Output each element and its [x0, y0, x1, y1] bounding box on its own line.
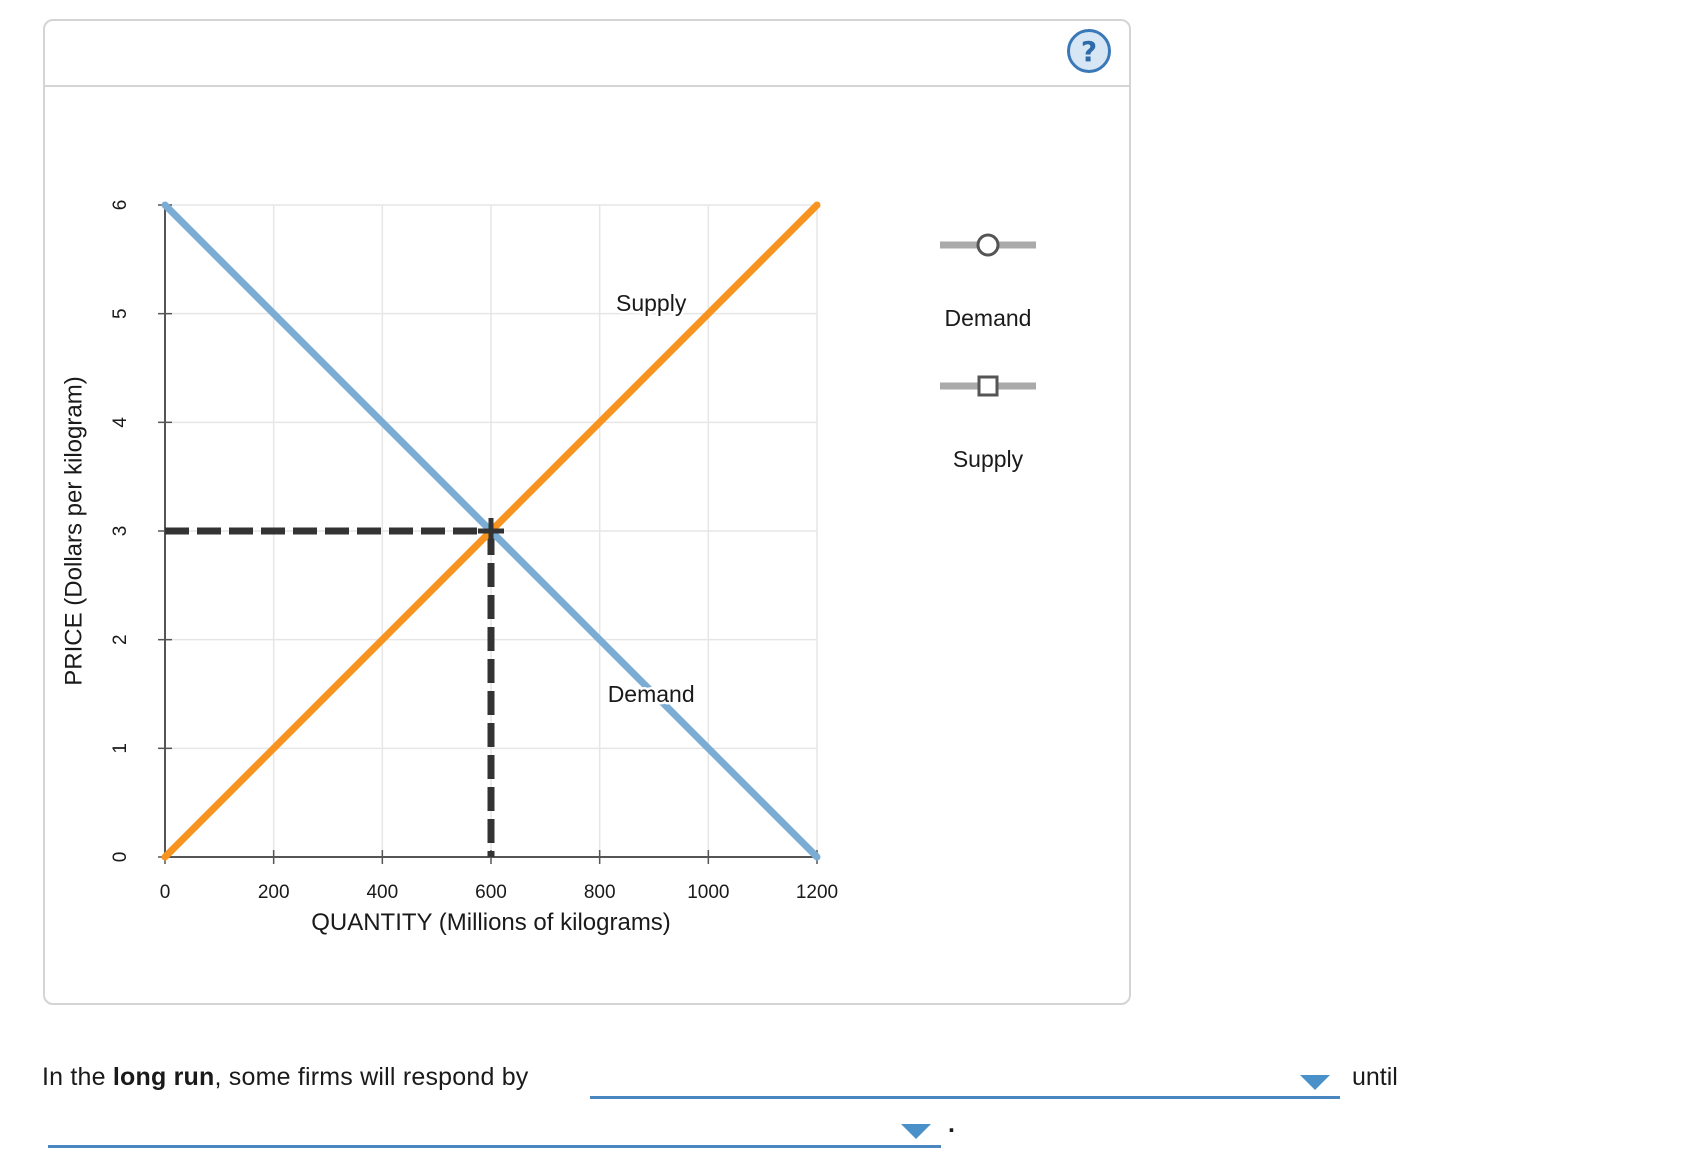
question-bold: long run	[112, 1063, 215, 1091]
demand-curve-label: Demand	[608, 681, 695, 707]
y-tick-label: 1	[110, 743, 131, 754]
y-tick-label: 0	[110, 852, 131, 863]
y-tick-label: 2	[110, 634, 131, 645]
chart-ticks: 0 200 400 600 800 1000 1200 0 1 2 3 4 5 6	[110, 200, 838, 903]
x-tick-label: 200	[258, 882, 290, 903]
x-tick-label: 0	[160, 882, 171, 903]
legend-label-demand: Demand	[945, 305, 1032, 331]
chevron-down-icon[interactable]	[901, 1124, 931, 1139]
question-suffix: , some firms will respond by	[214, 1063, 529, 1091]
curve-labels: Supply Demand	[605, 287, 697, 709]
chevron-down-icon[interactable]	[1300, 1075, 1330, 1090]
x-axis-label: QUANTITY (Millions of kilograms)	[311, 909, 671, 936]
until-label: until	[1352, 1063, 1398, 1091]
x-tick-label: 1000	[687, 882, 729, 903]
circle-icon[interactable]	[976, 233, 1000, 257]
condition-dropdown[interactable]	[48, 1112, 941, 1148]
x-tick-label: 800	[584, 882, 616, 903]
legend-label-supply: Supply	[953, 446, 1024, 472]
equilibrium-marker[interactable]	[478, 518, 504, 544]
panel-header: ?	[45, 21, 1129, 87]
y-axis-label: PRICE (Dollars per kilogram)	[60, 376, 87, 685]
period: .	[948, 1110, 955, 1138]
response-dropdown[interactable]	[590, 1063, 1340, 1099]
question-prefix: In the	[42, 1063, 113, 1091]
supply-curve-label: Supply	[616, 290, 687, 316]
y-tick-label: 5	[110, 308, 131, 319]
x-tick-label: 400	[366, 882, 398, 903]
graph-panel: ?	[43, 19, 1131, 1005]
y-tick-label: 6	[110, 200, 131, 211]
x-tick-label: 600	[475, 882, 507, 903]
help-icon[interactable]: ?	[1067, 29, 1111, 73]
y-tick-label: 4	[110, 417, 131, 428]
question-sentence: In the long run, some firms will respond…	[42, 1063, 529, 1092]
legend[interactable]: Demand Supply	[940, 233, 1036, 472]
square-icon[interactable]	[977, 375, 999, 397]
equilibrium-guides	[165, 527, 495, 857]
x-tick-label: 1200	[796, 882, 838, 903]
y-tick-label: 3	[110, 526, 131, 537]
